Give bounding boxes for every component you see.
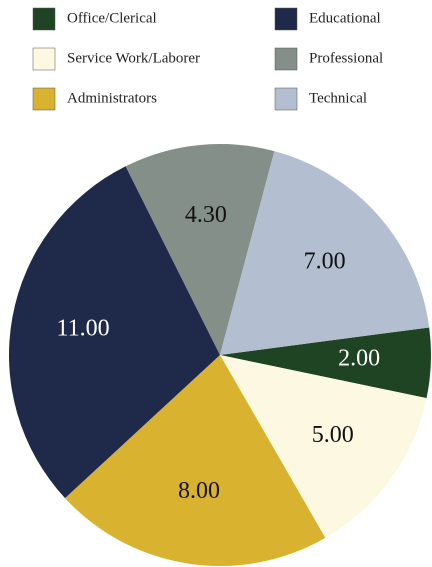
pie-slice xyxy=(220,355,427,538)
pie-slice xyxy=(125,143,275,355)
legend-swatch xyxy=(274,87,298,111)
slice-label: 8.00 xyxy=(178,478,220,504)
legend-swatch xyxy=(32,47,56,71)
legend-label: Educational xyxy=(309,10,381,26)
legend-swatch xyxy=(274,47,298,71)
slice-label: 5.00 xyxy=(312,422,354,448)
legend-label: Technical xyxy=(309,90,367,106)
legend-label: Administrators xyxy=(67,90,157,106)
slice-label: 4.30 xyxy=(185,202,227,228)
pie-slice xyxy=(65,355,326,567)
slice-label: 2.00 xyxy=(338,346,380,372)
pie-slice xyxy=(220,327,431,399)
slice-label: 7.00 xyxy=(304,249,346,275)
pie-slice xyxy=(8,166,221,499)
legend-swatch xyxy=(32,7,56,31)
legend-swatch xyxy=(32,87,56,111)
legend-label: Service Work/Laborer xyxy=(67,50,200,66)
legend-label: Professional xyxy=(309,50,383,66)
legend-swatch xyxy=(274,7,298,31)
legend-label: Office/Clerical xyxy=(67,10,157,26)
slice-label: 11.00 xyxy=(56,315,109,341)
pie-slice xyxy=(220,151,430,355)
